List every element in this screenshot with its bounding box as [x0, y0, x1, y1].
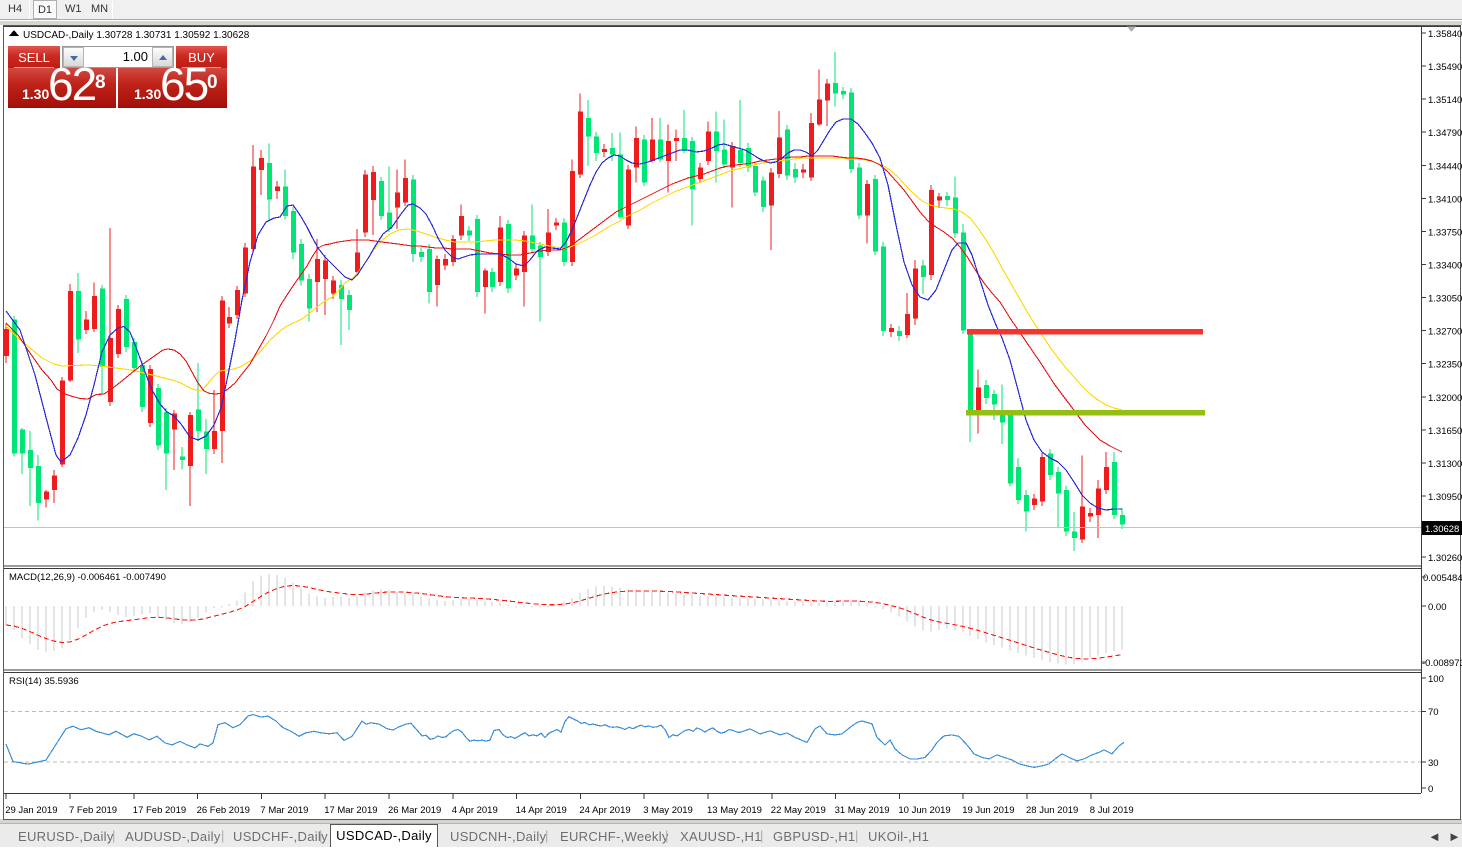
- svg-text:8 Jul 2019: 8 Jul 2019: [1090, 805, 1134, 816]
- svg-text:1.35490: 1.35490: [1428, 62, 1462, 73]
- svg-text:1.33400: 1.33400: [1428, 261, 1462, 272]
- svg-text:MACD(12,26,9) -0.006461 -0.007: MACD(12,26,9) -0.006461 -0.007490: [9, 572, 166, 583]
- svg-text:17 Feb 2019: 17 Feb 2019: [133, 805, 186, 816]
- svg-text:1.34790: 1.34790: [1428, 128, 1462, 139]
- svg-text:7 Feb 2019: 7 Feb 2019: [69, 805, 117, 816]
- svg-text:1.32350: 1.32350: [1428, 360, 1462, 371]
- svg-text:1.31300: 1.31300: [1428, 459, 1462, 470]
- svg-text:31 May 2019: 31 May 2019: [835, 805, 890, 816]
- svg-text:RSI(14) 35.5936: RSI(14) 35.5936: [9, 676, 79, 687]
- svg-text:1.32000: 1.32000: [1428, 393, 1462, 404]
- svg-text:28 Jun 2019: 28 Jun 2019: [1026, 805, 1078, 816]
- svg-text:1.31650: 1.31650: [1428, 426, 1462, 437]
- svg-text:10 Jun 2019: 10 Jun 2019: [898, 805, 950, 816]
- svg-text:USDCAD-,Daily 1.30728 1.30731: USDCAD-,Daily 1.30728 1.30731 1.30592 1.…: [23, 30, 250, 41]
- svg-text:70: 70: [1428, 707, 1439, 718]
- svg-text:26 Mar 2019: 26 Mar 2019: [388, 805, 441, 816]
- svg-text:19 Jun 2019: 19 Jun 2019: [962, 805, 1014, 816]
- svg-text:1.34440: 1.34440: [1428, 161, 1462, 172]
- svg-text:100: 100: [1428, 674, 1444, 685]
- svg-text:4 Apr 2019: 4 Apr 2019: [452, 805, 498, 816]
- svg-text:24 Apr 2019: 24 Apr 2019: [579, 805, 630, 816]
- svg-text:30: 30: [1428, 758, 1439, 769]
- svg-text:3 May 2019: 3 May 2019: [643, 805, 693, 816]
- svg-text:26 Feb 2019: 26 Feb 2019: [197, 805, 250, 816]
- svg-text:1.30628: 1.30628: [1425, 524, 1459, 535]
- svg-text:0.005484: 0.005484: [1423, 573, 1462, 584]
- svg-text:14 Apr 2019: 14 Apr 2019: [516, 805, 567, 816]
- svg-text:0: 0: [1428, 784, 1433, 795]
- svg-text:29 Jan 2019: 29 Jan 2019: [5, 805, 57, 816]
- svg-text:1.34100: 1.34100: [1428, 194, 1462, 205]
- svg-text:1.33750: 1.33750: [1428, 227, 1462, 238]
- svg-text:1.30950: 1.30950: [1428, 492, 1462, 503]
- svg-text:0.00: 0.00: [1428, 602, 1447, 613]
- svg-text:7 Mar 2019: 7 Mar 2019: [260, 805, 308, 816]
- svg-text:1.30260: 1.30260: [1428, 553, 1462, 564]
- svg-text:22 May 2019: 22 May 2019: [771, 805, 826, 816]
- svg-text:1.35840: 1.35840: [1428, 29, 1462, 40]
- svg-text:1.32700: 1.32700: [1428, 327, 1462, 338]
- svg-text:1.33050: 1.33050: [1428, 294, 1462, 305]
- svg-text:-0.008973: -0.008973: [1422, 658, 1462, 669]
- svg-text:1.35140: 1.35140: [1428, 95, 1462, 106]
- svg-text:13 May 2019: 13 May 2019: [707, 805, 762, 816]
- svg-text:17 Mar 2019: 17 Mar 2019: [324, 805, 377, 816]
